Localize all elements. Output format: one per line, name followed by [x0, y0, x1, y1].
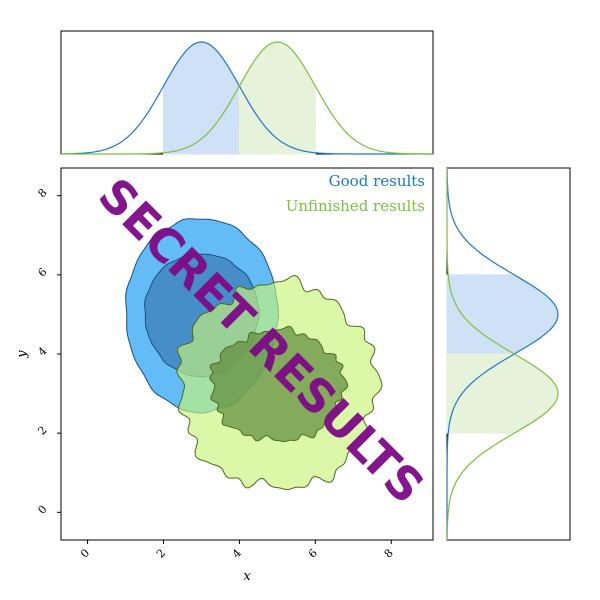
y-tick-label: 2	[35, 424, 49, 438]
y-tick-label: 8	[35, 186, 49, 200]
legend-entry-good-results: Good results	[329, 172, 425, 190]
top-density-curve-good	[61, 41, 433, 155]
right-marginal-panel	[446, 167, 571, 541]
top-marginal-panel	[60, 30, 434, 155]
y-tick-label: 0	[35, 503, 49, 517]
contour-unfinished-inner	[209, 325, 349, 443]
legend-entry-unfinished-results: Unfinished results	[286, 197, 425, 215]
top-density-curve-unfinished	[61, 41, 433, 155]
y-tick-label: 4	[35, 344, 49, 358]
x-tick-label: 4	[230, 546, 244, 560]
x-tick-label: 6	[306, 546, 320, 560]
x-tick-label: 2	[154, 546, 168, 560]
y-axis-label: y	[15, 350, 30, 359]
main-joint-panel: 0 2 4 6 8 0 2 4 6 8 x y Good results Unfinished r…	[15, 167, 434, 584]
x-tick-label: 0	[78, 546, 92, 560]
x-axis-label: x	[243, 569, 251, 584]
x-tick-label: 8	[382, 546, 396, 560]
right-density-curve-unfinished	[446, 168, 559, 540]
y-tick-label: 6	[35, 265, 49, 279]
